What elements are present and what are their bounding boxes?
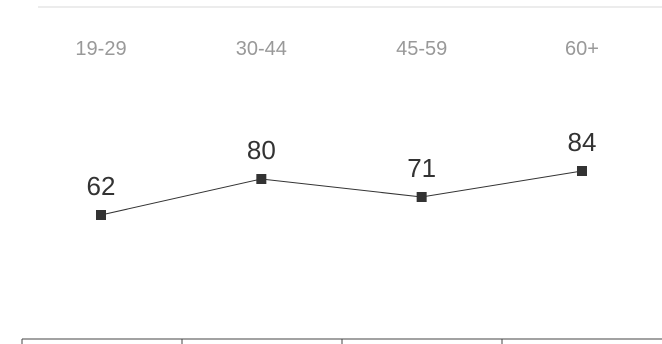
data-label-60plus: 84 <box>568 127 597 157</box>
category-labels: 19-29 30-44 45-59 60+ <box>75 38 599 60</box>
category-label-19-29: 19-29 <box>75 38 126 60</box>
data-marker-19-29 <box>96 210 106 220</box>
data-marker-30-44 <box>256 174 267 184</box>
data-label-30-44: 80 <box>247 135 276 165</box>
bottom-table-frame <box>21 338 662 344</box>
data-labels: 62 80 71 84 <box>87 127 597 201</box>
data-markers <box>96 166 587 220</box>
series-line <box>100 170 583 216</box>
data-label-45-59: 71 <box>407 153 436 183</box>
data-label-19-29: 62 <box>87 171 116 201</box>
data-marker-45-59 <box>416 192 427 202</box>
category-label-30-44: 30-44 <box>236 38 287 60</box>
data-marker-60plus <box>576 166 587 176</box>
category-label-60plus: 60+ <box>565 38 599 60</box>
category-label-45-59: 45-59 <box>396 38 447 60</box>
